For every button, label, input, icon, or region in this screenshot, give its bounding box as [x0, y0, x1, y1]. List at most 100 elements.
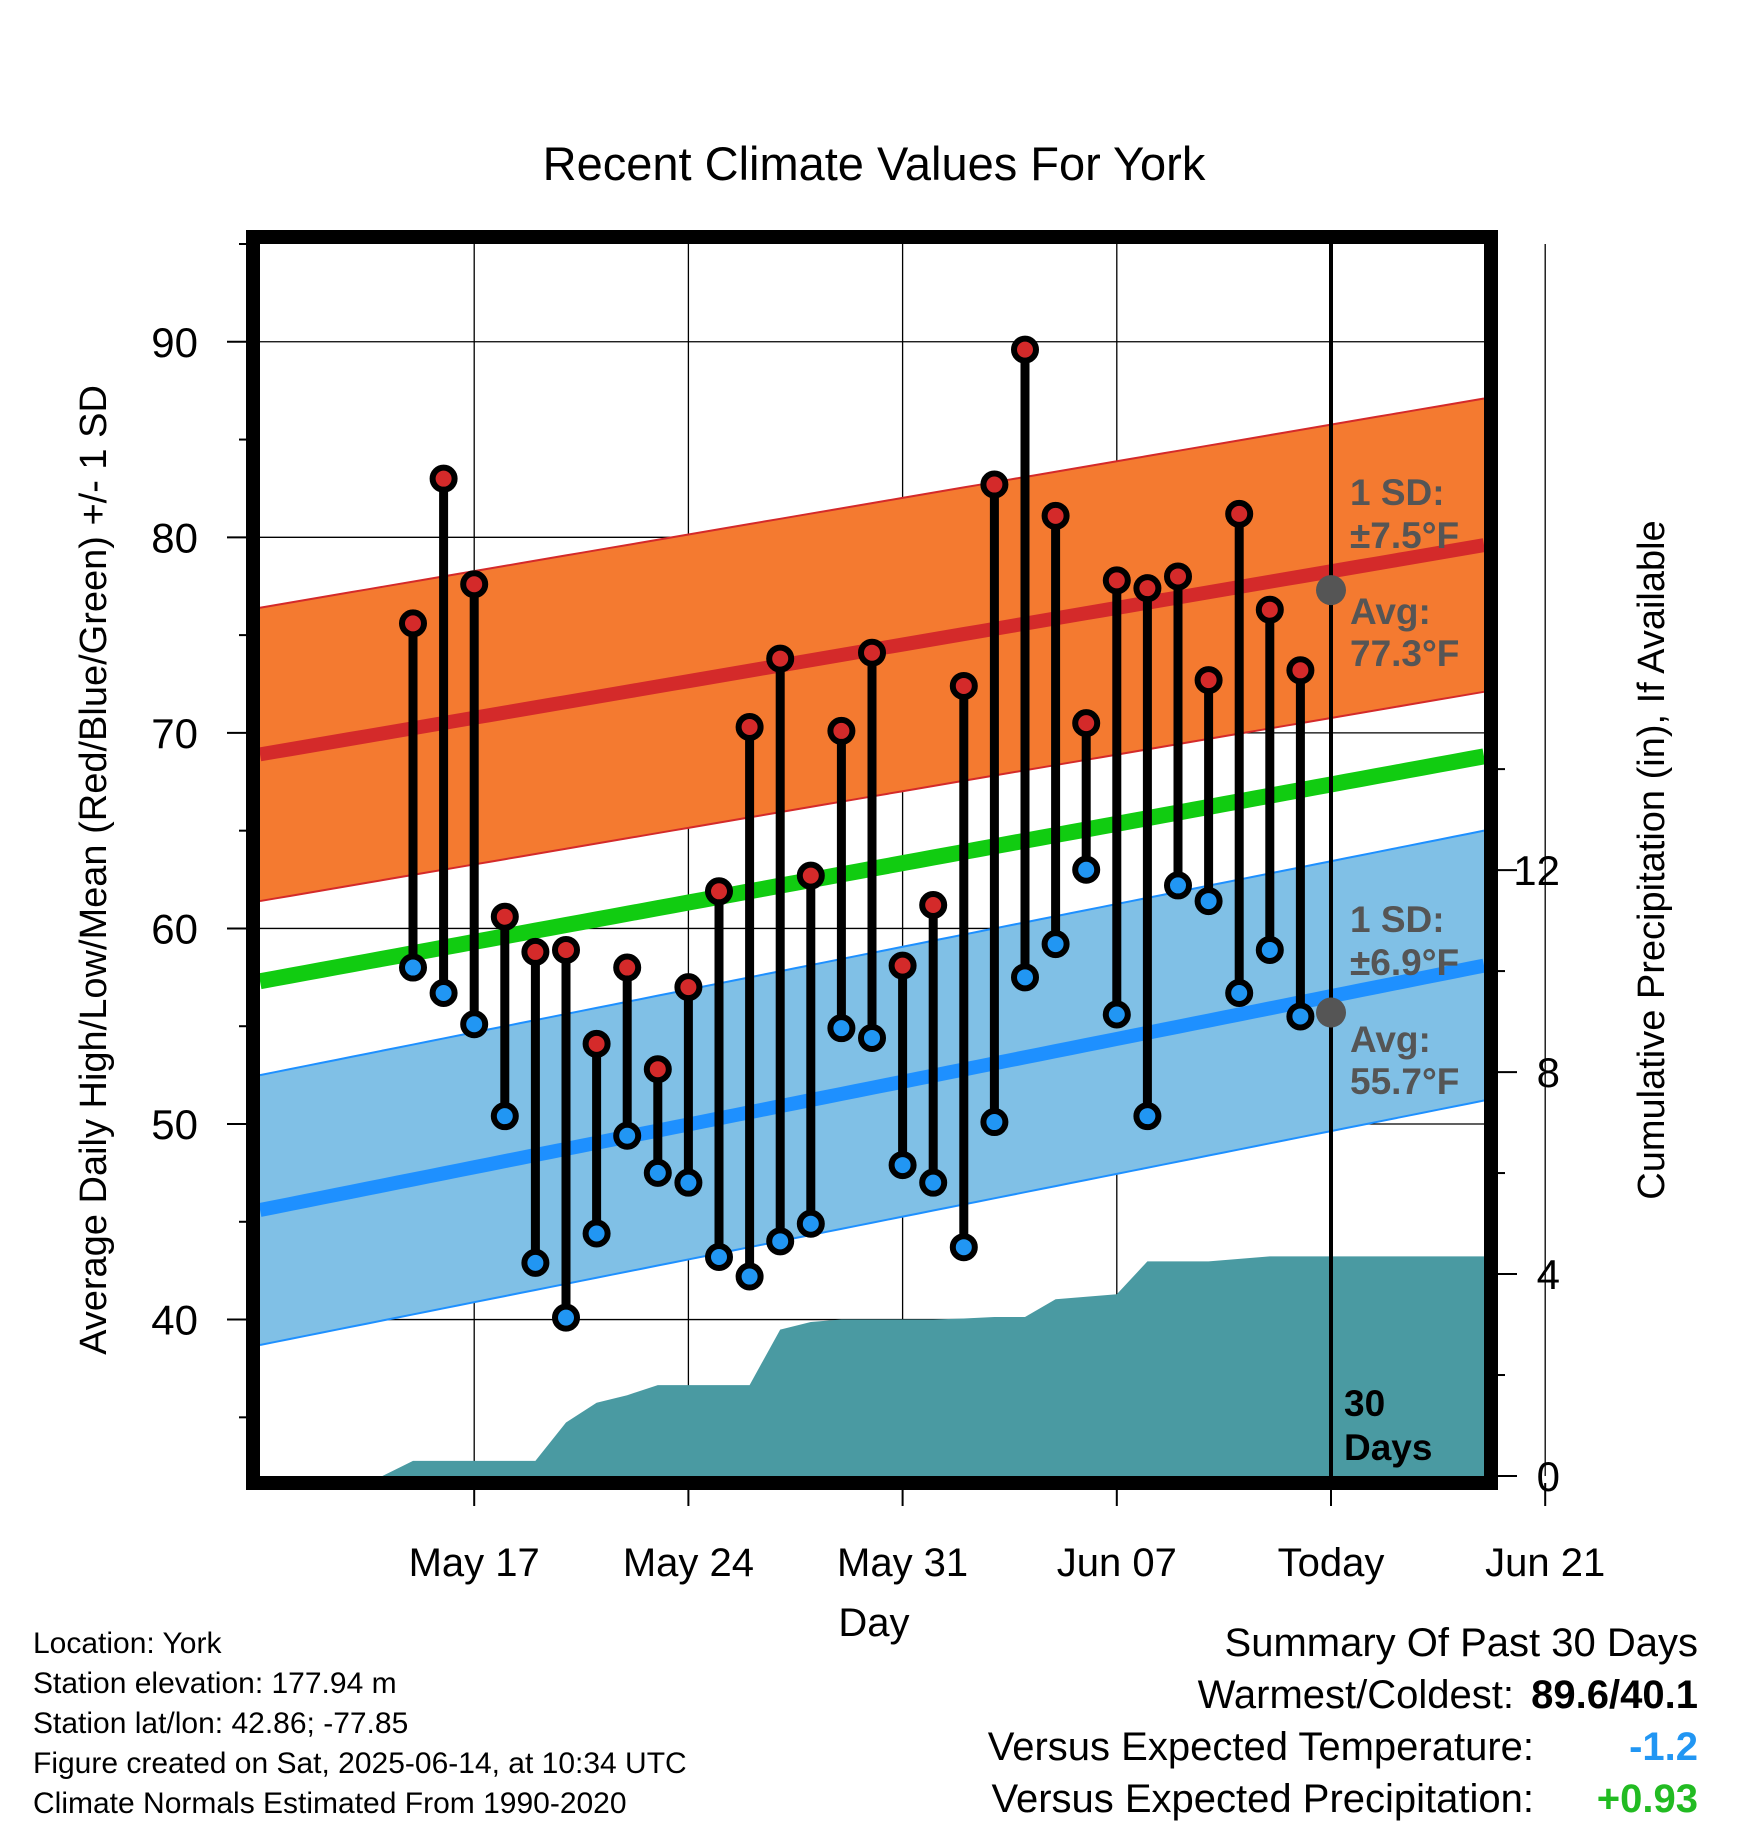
daily-high-point	[827, 716, 856, 745]
summary-panel: Summary Of Past 30 Days Warmest/Coldest:…	[988, 1617, 1698, 1825]
daily-high-point	[552, 935, 580, 964]
precip-layer	[290, 1256, 1485, 1476]
period-label-unit: Days	[1344, 1427, 1432, 1468]
daily-high-point	[613, 953, 642, 982]
today-low-avg-marker	[1316, 997, 1346, 1028]
daily-low-point	[1072, 855, 1101, 884]
precip-area	[290, 1256, 1485, 1476]
daily-low-point	[858, 1023, 886, 1052]
low-avg-label: Avg:	[1350, 1019, 1431, 1060]
daily-low-point	[429, 978, 458, 1007]
daily-low-point	[1011, 963, 1039, 992]
daily-high-point	[1041, 501, 1070, 530]
period-label-number: 30	[1344, 1383, 1385, 1424]
daily-low-point	[949, 1233, 978, 1262]
y-tick-label-left: 70	[151, 710, 198, 757]
daily-high-point	[429, 464, 458, 493]
daily-low-point	[1286, 1002, 1315, 1031]
high-sd-label: 1 SD:	[1350, 472, 1445, 513]
figure-created: Figure created on Sat, 2025-06-14, at 10…	[33, 1747, 687, 1780]
daily-low-point	[1194, 887, 1223, 916]
daily-high-point	[460, 570, 489, 599]
daily-low-point	[613, 1121, 642, 1150]
daily-high-point	[858, 638, 886, 667]
x-tick-label: May 31	[837, 1541, 968, 1585]
summary-temp-row: Versus Expected Temperature: -1.2	[988, 1721, 1698, 1773]
daily-high-point	[399, 609, 427, 638]
daily-high-point	[980, 470, 1009, 499]
daily-high-point	[766, 644, 795, 673]
station-elevation: Station elevation: 177.94 m	[33, 1667, 397, 1700]
precip-label: Versus Expected Precipitation:	[991, 1777, 1534, 1821]
high-avg-value: 77.3°F	[1350, 633, 1459, 674]
daily-low-point	[1133, 1102, 1162, 1131]
daily-high-point	[674, 973, 703, 1002]
x-tick-label: May 17	[409, 1541, 540, 1585]
daily-low-point	[460, 1010, 489, 1039]
daily-high-point	[796, 861, 825, 890]
y-tick-label-right: 8	[1537, 1049, 1560, 1096]
high-sd-upper-edge	[259, 397, 1485, 609]
daily-low-point	[705, 1242, 733, 1271]
daily-high-point	[1225, 499, 1254, 528]
warmest-label: Warmest/Coldest:	[1197, 1673, 1514, 1717]
climate-normals-note: Climate Normals Estimated From 1990-2020	[33, 1787, 627, 1820]
daily-high-point	[521, 937, 550, 966]
summary-warmest-row: Warmest/Coldest: 89.6/40.1	[988, 1669, 1698, 1721]
daily-low-point	[980, 1108, 1009, 1137]
station-info: Location: York Station elevation: 177.94…	[33, 1624, 687, 1824]
daily-low-point	[796, 1209, 825, 1238]
y-tick-label-left: 80	[151, 514, 198, 561]
daily-high-point	[1133, 574, 1162, 603]
daily-low-point	[1164, 871, 1192, 900]
plot-frame	[246, 230, 1498, 1490]
daily-low-point	[1225, 978, 1254, 1007]
daily-low-point	[490, 1102, 519, 1131]
y-tick-label-right: 4	[1537, 1251, 1560, 1298]
daily-high-point	[1102, 566, 1131, 595]
daily-high-point	[490, 902, 519, 931]
temp-value: -1.2	[1629, 1725, 1698, 1769]
daily-high-point	[888, 951, 917, 980]
daily-low-point	[1102, 1000, 1131, 1029]
high-avg-label: Avg:	[1350, 591, 1431, 632]
low-sd-value: ±6.9°F	[1350, 942, 1459, 983]
daily-high-point	[1164, 562, 1192, 591]
daily-low-point	[1255, 935, 1284, 964]
y-tick-label-left: 40	[151, 1297, 198, 1344]
y-axis-left-label: Average Daily High/Low/Mean (Red/Blue/Gr…	[73, 385, 115, 1355]
daily-high-point	[1011, 335, 1039, 364]
daily-low-point	[735, 1262, 764, 1291]
y-axis-right-label: Cumulative Precipitation (in), If Availa…	[1631, 520, 1673, 1199]
daily-low-point	[919, 1168, 948, 1197]
today-high-avg-marker	[1316, 575, 1346, 606]
daily-high-point	[1072, 709, 1101, 738]
x-tick-label: May 24	[623, 1541, 754, 1585]
high-sd-value: ±7.5°F	[1350, 515, 1459, 556]
daily-high-point	[582, 1029, 611, 1058]
precip-value: +0.93	[1596, 1777, 1698, 1821]
daily-low-point	[766, 1227, 795, 1256]
x-axis-label: Day	[838, 1601, 909, 1645]
x-tick-label: Jun 21	[1485, 1541, 1605, 1585]
temp-label: Versus Expected Temperature:	[987, 1725, 1534, 1769]
daily-low-point	[521, 1248, 550, 1277]
daily-low-point	[1041, 930, 1070, 959]
tick-layer: 40 50 60 70 80 90 0 4 8 12 May 17 May 24 May 31 Jun 0…	[151, 243, 1605, 1585]
daily-high-point	[1255, 595, 1284, 624]
daily-low-point	[888, 1151, 917, 1180]
station-latlon: Station lat/lon: 42.86; -77.85	[33, 1707, 409, 1740]
normal-low-line	[258, 958, 1486, 1217]
y-tick-label-left: 50	[151, 1101, 198, 1148]
bar-layer	[399, 335, 1315, 1332]
chart-title: Recent Climate Values For York	[543, 137, 1206, 190]
daily-low-point	[399, 953, 427, 982]
daily-low-point	[552, 1303, 580, 1332]
station-location: Location: York	[33, 1627, 222, 1660]
daily-high-point	[735, 713, 764, 742]
low-sd-lower-edge	[259, 1099, 1485, 1346]
y-tick-label-right: 12	[1513, 847, 1560, 894]
daily-high-point	[919, 890, 948, 919]
